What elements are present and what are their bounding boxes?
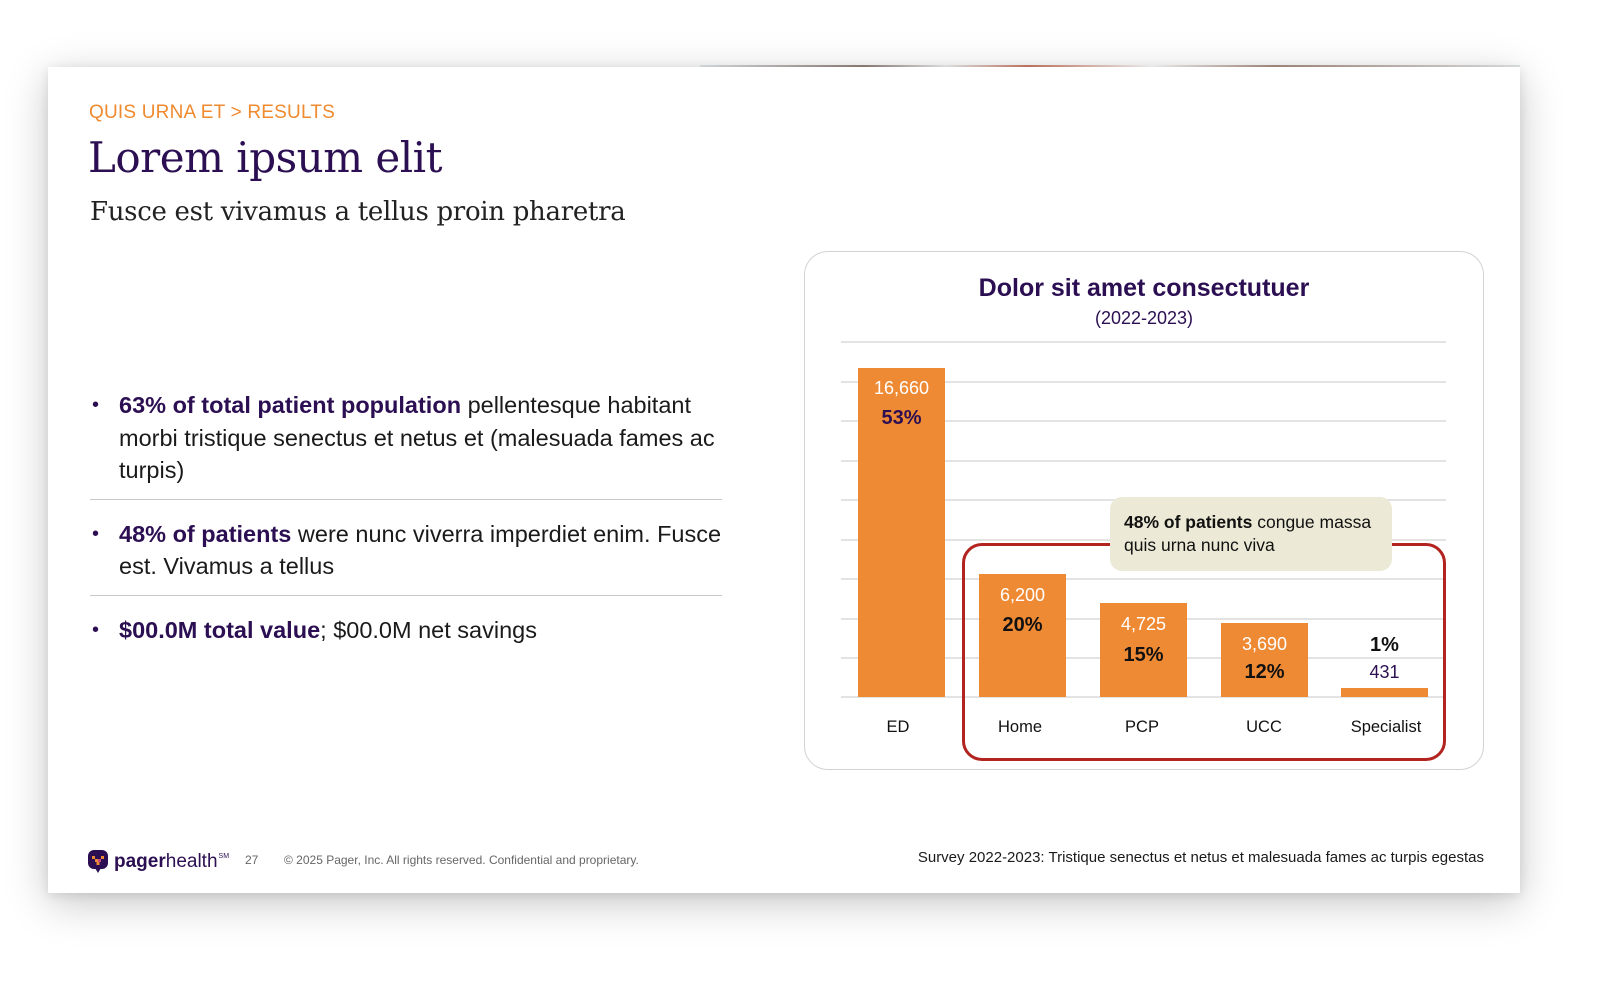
gridline (841, 381, 1446, 383)
bar-value-label: 3,690 (1241, 634, 1288, 654)
gridline (841, 420, 1446, 422)
bar-value-label: 16,660 (873, 378, 930, 398)
x-axis-label-ucc: UCC (1246, 718, 1282, 736)
bar-percent-label: 1% (1370, 634, 1399, 656)
bullet-icon: • (92, 522, 100, 545)
page-subtitle: Fusce est vivamus a tellus proin pharetr… (90, 197, 626, 227)
pager-logo-icon (88, 850, 108, 873)
bullet-icon: • (92, 618, 100, 641)
bar-value-label: 4,725 (1120, 614, 1167, 634)
bar-value-label: 6,200 (999, 585, 1046, 605)
bullet-bold-text: $00.0M total value (119, 616, 321, 643)
bar-value-label: 431 (1369, 662, 1400, 682)
copyright-notice: © 2025 Pager, Inc. All rights reserved. … (284, 853, 639, 867)
bullet-bold-text: 48% of patients (119, 520, 292, 547)
chart-callout: 48% of patients congue massa quis urna n… (1110, 497, 1392, 571)
logo-text-health: health (165, 851, 218, 872)
bar-home (979, 574, 1066, 697)
chart-title: Dolor sit amet consectutuer (978, 274, 1310, 302)
gridline (841, 341, 1446, 343)
key-findings-list: • 63% of total patient population pellen… (90, 385, 722, 672)
bullet-text: pellentesque habitant morbi tristique se… (119, 392, 715, 483)
x-axis-label-pcp: PCP (1125, 718, 1159, 736)
slide: QUIS URNA ET > RESULTS Lorem ipsum elit … (48, 65, 1520, 893)
bar-pcp (1100, 603, 1187, 697)
bar-ucc (1221, 623, 1308, 697)
page-number: 27 (245, 853, 259, 867)
chart-subtitle: (2022-2023) (1094, 308, 1194, 328)
bullet-icon: • (92, 394, 100, 416)
bar-percent-label: 53% (881, 407, 922, 429)
logo-text-pager: pager (114, 851, 166, 872)
x-axis-label-ed: ED (886, 718, 910, 736)
bullet-item: • $00.0M total value; $00.0M net savings (90, 610, 722, 659)
gridline (841, 578, 1446, 580)
header-image-strip (700, 65, 1520, 67)
bar-percent-label: 20% (1002, 614, 1043, 636)
bar-ed (858, 368, 945, 697)
bullet-item: • 48% of patients were nunc viverra impe… (90, 514, 722, 596)
pager-health-logo: pager health SM (88, 849, 229, 875)
callout-text: congue massa quis urna nunc viva (1124, 512, 1372, 555)
bullet-text: ; $00.0M net savings (320, 616, 537, 643)
source-note: Survey 2022-2023: Tristique senectus et … (917, 849, 1484, 866)
bullet-item: • 63% of total patient population pellen… (90, 385, 722, 500)
breadcrumb: QUIS URNA ET > RESULTS (89, 102, 336, 123)
callout-bold-text: 48% of patients (1124, 512, 1253, 532)
page-title: Lorem ipsum elit (88, 133, 442, 182)
gridline (841, 460, 1446, 462)
bullet-text: were nunc viverra imperdiet enim. Fusce … (119, 520, 722, 580)
logo-trademark: SM (218, 852, 230, 860)
chart-card: Dolor sit amet consectutuer (2022-2023) … (804, 251, 1484, 770)
bullet-bold-text: 63% of total patient population (119, 392, 462, 418)
x-axis-label-home: Home (997, 718, 1042, 736)
bar-specialist (1341, 688, 1428, 697)
bar-percent-label: 15% (1123, 644, 1164, 666)
bar-percent-label: 12% (1244, 661, 1285, 683)
x-axis-label-specialist: Specialist (1350, 718, 1422, 736)
highlight-group-outline (962, 543, 1446, 761)
